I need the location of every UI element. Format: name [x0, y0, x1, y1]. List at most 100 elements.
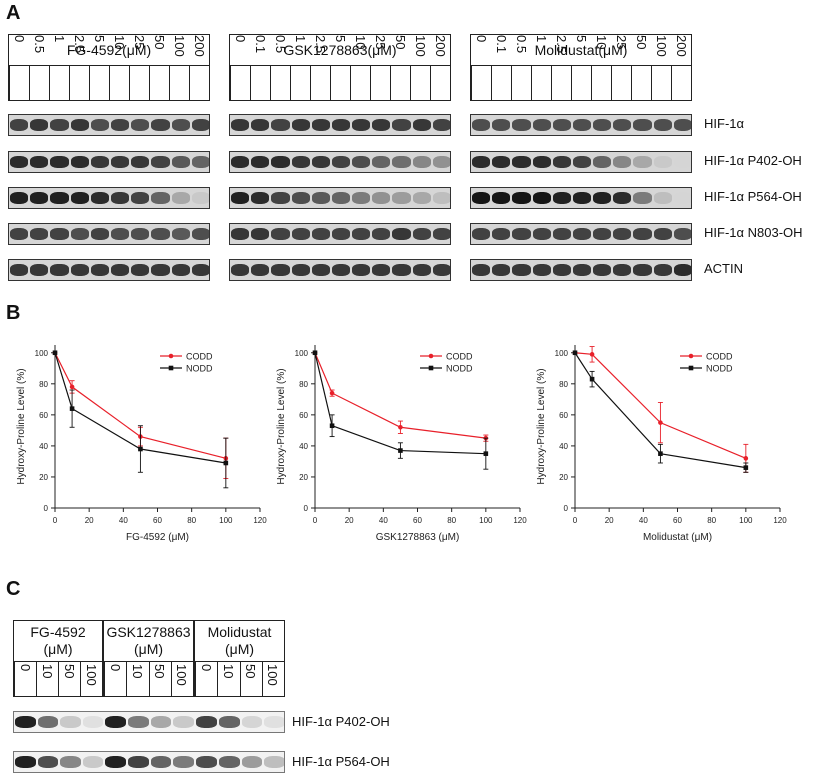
blot-strip: [13, 711, 285, 733]
lane-cell: 5: [89, 35, 109, 100]
blot-band: [15, 716, 36, 728]
lane-label: 200: [673, 35, 689, 57]
data-point-codd: [743, 456, 749, 461]
blot-band: [82, 716, 103, 728]
blot-band: [412, 264, 431, 276]
legend-marker: [428, 365, 434, 371]
blot-band: [352, 119, 371, 131]
x-tick-label: 120: [513, 516, 527, 525]
blot-band: [131, 264, 150, 276]
lane-cell: 0: [471, 35, 491, 100]
blot-band: [331, 228, 351, 240]
blot-band: [432, 119, 450, 131]
blot-band: [50, 119, 69, 131]
lane-cell: 2.5: [551, 35, 571, 100]
lane-label: 0: [473, 35, 489, 43]
blot-band: [673, 228, 691, 240]
blot-band: [392, 119, 411, 131]
lane-label: 0.5: [31, 35, 47, 54]
lane-cell: 10: [109, 35, 129, 100]
x-tick-label: 60: [673, 516, 682, 525]
blot-band: [111, 156, 130, 168]
lane-label: 100: [83, 664, 99, 686]
blot-band: [111, 264, 130, 276]
lane-label: 1: [51, 35, 67, 43]
blot-band: [492, 119, 511, 131]
y-tick-label: 0: [564, 504, 569, 513]
blot-band: [60, 756, 81, 768]
blot-band: [264, 716, 284, 728]
blot-band: [105, 716, 126, 728]
data-point-codd: [398, 424, 403, 430]
blot-band: [512, 156, 531, 168]
lane-label: 0.5: [513, 35, 529, 54]
blot-band: [151, 119, 170, 131]
lane-cell: 2.5: [69, 35, 89, 100]
blot-row-label: HIF-1α: [704, 116, 745, 131]
blot-c-header-0: FG-4592 (μM) 0 10 50 100: [13, 620, 103, 697]
blot-c-group-title: FG-4592 (μM): [14, 621, 102, 662]
blot-band: [171, 119, 190, 131]
data-point-nodd: [572, 350, 578, 356]
data-point-nodd: [69, 406, 75, 411]
blot-band: [90, 192, 109, 204]
x-tick-label: 20: [345, 516, 354, 525]
x-tick-label: 40: [119, 516, 128, 525]
blot-band: [151, 156, 170, 168]
lane-cell: 200: [189, 35, 209, 100]
blot-band: [131, 119, 150, 131]
blot-band: [372, 192, 391, 204]
blot-band: [90, 228, 109, 240]
blot-band: [492, 228, 511, 240]
data-point-nodd: [312, 350, 318, 356]
y-tick-label: 40: [299, 442, 308, 451]
x-axis-label: Molidustat (μM): [643, 532, 712, 543]
blot-band: [90, 264, 109, 276]
blot-band: [653, 156, 672, 168]
lane-label: 0: [198, 664, 214, 672]
blot-band: [10, 228, 29, 240]
blot-band: [613, 156, 632, 168]
blot-band: [392, 156, 411, 168]
blot-band: [271, 119, 290, 131]
x-tick-label: 120: [773, 516, 787, 525]
lane-label: 25: [613, 35, 629, 50]
blot-band: [352, 192, 371, 204]
lane-label: 200: [432, 35, 448, 57]
blot-band: [412, 156, 431, 168]
y-tick-label: 40: [39, 442, 48, 451]
x-tick-label: 0: [53, 516, 58, 525]
lane-cell: 5: [571, 35, 591, 100]
blot-band: [191, 192, 209, 204]
lane-label: 0: [107, 664, 123, 672]
blot-band: [70, 119, 89, 131]
group-title-line2: (μM): [43, 641, 73, 657]
blot-band: [633, 228, 652, 240]
blot-strip: [8, 187, 210, 209]
group-title-line2: (μM): [133, 641, 164, 657]
blot-band: [432, 156, 450, 168]
blot-group-title: GSK1278863(μM): [230, 35, 450, 66]
blot-band: [251, 264, 270, 276]
data-point-codd: [69, 384, 75, 390]
x-tick-label: 100: [219, 516, 233, 525]
blot-band: [70, 228, 89, 240]
lane-cell: 0.5: [511, 35, 531, 100]
blot-band: [532, 264, 551, 276]
blot-band: [472, 264, 491, 276]
legend-marker: [428, 353, 434, 359]
legend-label: CODD: [446, 352, 473, 362]
blot-band: [231, 264, 250, 276]
data-point-nodd: [398, 448, 403, 453]
blot-band: [241, 716, 263, 728]
blot-band: [271, 192, 290, 204]
x-tick-label: 80: [707, 516, 716, 525]
lane-cell: 0: [104, 661, 126, 696]
y-tick-label: 0: [304, 504, 309, 513]
y-tick-label: 60: [559, 411, 568, 420]
lane-label: 2.5: [312, 35, 328, 54]
blot-band: [633, 264, 652, 276]
blot-band: [532, 156, 551, 168]
blot-row-label: HIF-1α P402-OH: [292, 714, 390, 729]
lane-cell: 5: [330, 35, 350, 100]
